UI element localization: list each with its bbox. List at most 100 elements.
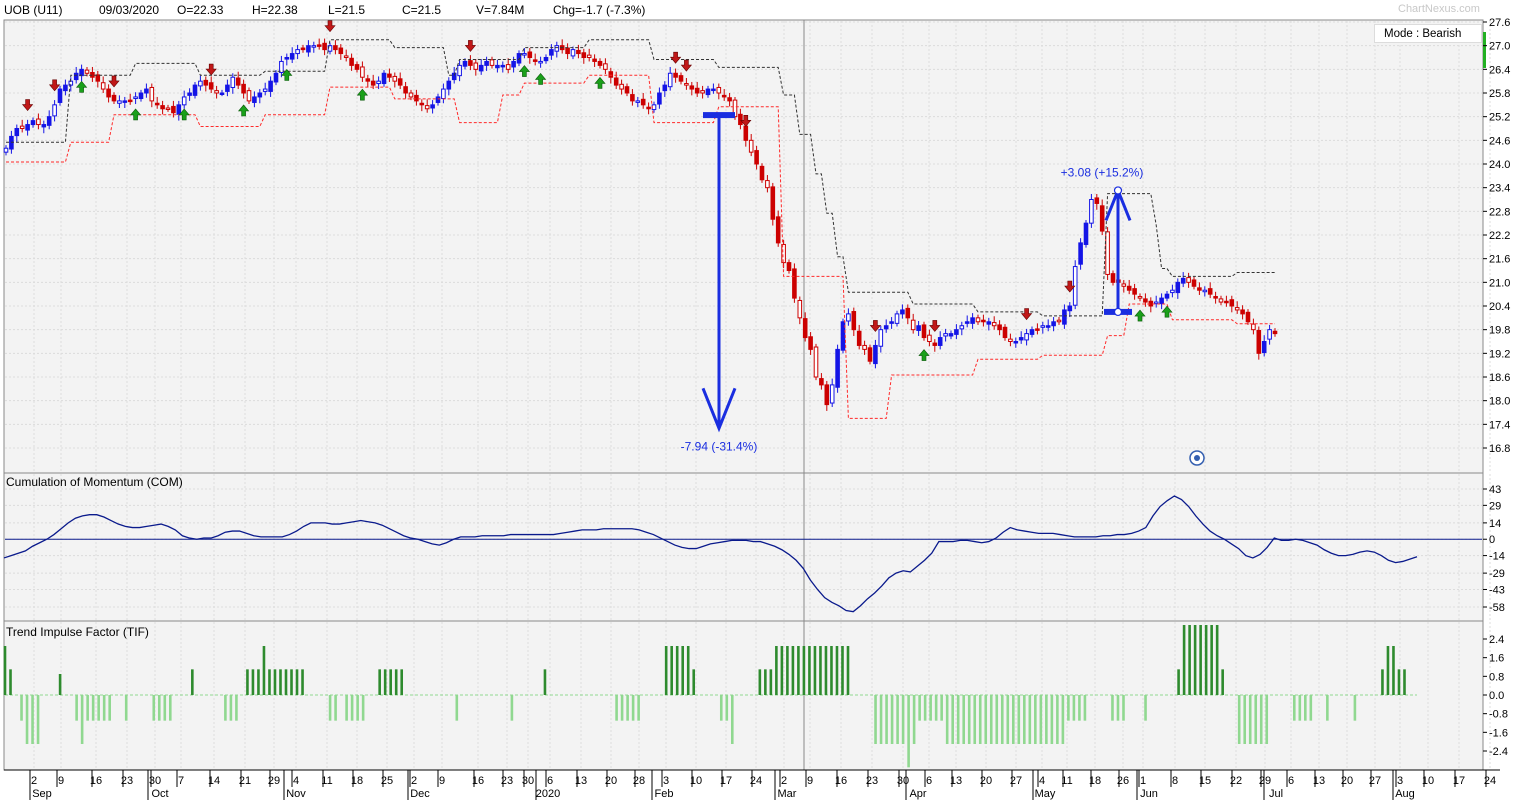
candle-body: [1029, 329, 1035, 335]
candle-body: [678, 75, 684, 82]
sell-arrow-icon: [1020, 308, 1033, 321]
buy-arrow-icon: [129, 108, 142, 121]
tif-bar: [345, 695, 348, 721]
x-tick-label: 29: [1259, 775, 1271, 787]
x-tick-label: 15: [1199, 775, 1211, 787]
tif-bar: [257, 669, 260, 695]
candle-body: [252, 96, 257, 103]
candle-body: [630, 94, 635, 102]
x-tick-label: 3: [1397, 775, 1403, 787]
x-tick-label: 8: [1172, 775, 1178, 787]
candle-body: [392, 75, 398, 82]
x-tick-label: 14: [208, 775, 220, 787]
tif-bar: [1000, 695, 1004, 744]
x-month-label: 2020: [536, 788, 560, 800]
x-tick-label: 16: [90, 775, 102, 787]
candle-body: [943, 333, 948, 337]
candle-body: [489, 59, 495, 66]
candle-body: [927, 334, 932, 343]
x-month-label: Aug: [1395, 788, 1415, 800]
tif-bar: [940, 695, 943, 721]
price-tick-label: 16.8: [1489, 443, 1510, 455]
tif-bar: [1050, 695, 1054, 744]
candle-body: [1267, 329, 1272, 340]
tif-bar: [455, 695, 459, 721]
x-tick-label: 26: [1117, 775, 1129, 787]
candle-body: [619, 83, 624, 90]
x-month-label: Dec: [410, 788, 430, 800]
candle-body: [187, 92, 192, 96]
tif-bar: [350, 695, 354, 721]
candle-body: [813, 346, 819, 378]
tif-bar: [631, 695, 635, 721]
candle-body: [203, 79, 209, 86]
tif-bar: [1386, 646, 1390, 695]
tif-bar: [956, 695, 960, 744]
candle-body: [1170, 289, 1175, 294]
tif-bar: [934, 695, 938, 721]
tif-bar: [989, 695, 993, 744]
candle-body: [543, 57, 549, 62]
tif-bar: [620, 695, 624, 721]
tif-bar: [1326, 695, 1329, 721]
tif-bar: [510, 695, 514, 721]
com-tick-label: -14: [1489, 551, 1505, 563]
candle-body: [1261, 341, 1267, 354]
candle-body: [662, 84, 668, 92]
tif-bar: [846, 646, 850, 695]
tif-bar: [775, 646, 778, 695]
candle-body: [1153, 301, 1159, 305]
candle-body: [1018, 337, 1024, 341]
candle-body: [160, 105, 165, 110]
tif-bar: [1304, 695, 1307, 721]
com-tick-label: 43: [1489, 484, 1501, 496]
price-scroll-indicator: [1483, 32, 1486, 68]
x-month-label: Feb: [655, 788, 674, 800]
candle-body: [52, 104, 57, 117]
candle-body: [900, 309, 905, 315]
candle-body: [743, 125, 749, 141]
x-tick-label: 2: [31, 775, 37, 787]
drop-annotation-label: -7.94 (-31.4%): [681, 439, 758, 453]
candle-body: [316, 44, 322, 47]
candle-body: [1099, 205, 1105, 232]
tif-tick-label: 1.6: [1489, 653, 1504, 665]
tif-bar: [1353, 695, 1357, 721]
candle-body: [1245, 311, 1251, 323]
candle-body: [149, 86, 155, 102]
tif-bar: [664, 646, 668, 695]
tif-bar: [1248, 695, 1252, 744]
candle-body: [1110, 273, 1116, 283]
candle-body: [306, 45, 311, 53]
candle-body: [592, 58, 597, 62]
candle-body: [1126, 285, 1132, 291]
tif-bar: [675, 646, 679, 695]
x-month-label: Apr: [909, 788, 926, 800]
tif-bar: [962, 695, 966, 744]
mode-indicator[interactable]: Mode : Bearish: [1374, 24, 1482, 43]
candle-body: [1045, 325, 1051, 328]
candle-body: [689, 85, 695, 90]
candle-body: [1240, 309, 1245, 315]
candle-body: [268, 80, 273, 92]
candle-body: [219, 92, 225, 95]
candle-body: [673, 72, 678, 78]
tif-bar: [692, 669, 696, 695]
candle-body: [613, 77, 619, 86]
com-panel-bg: [3, 472, 1484, 622]
candle-body: [192, 84, 198, 96]
x-tick-label: 30: [897, 775, 909, 787]
candle-body: [1078, 242, 1083, 265]
rise-annotation-label: +3.08 (+15.2%): [1061, 165, 1144, 179]
close-label: C=21.5: [402, 3, 442, 17]
candle-body: [127, 99, 133, 103]
candle-body: [414, 94, 419, 102]
tif-bar: [295, 669, 299, 695]
tif-bar: [108, 695, 111, 721]
candle-body: [948, 333, 954, 337]
x-tick-label: 2: [411, 775, 417, 787]
sell-arrow-icon: [680, 59, 693, 72]
candle-body: [14, 128, 20, 137]
price-tick-label: 22.2: [1489, 230, 1510, 242]
candle-body: [975, 317, 981, 323]
